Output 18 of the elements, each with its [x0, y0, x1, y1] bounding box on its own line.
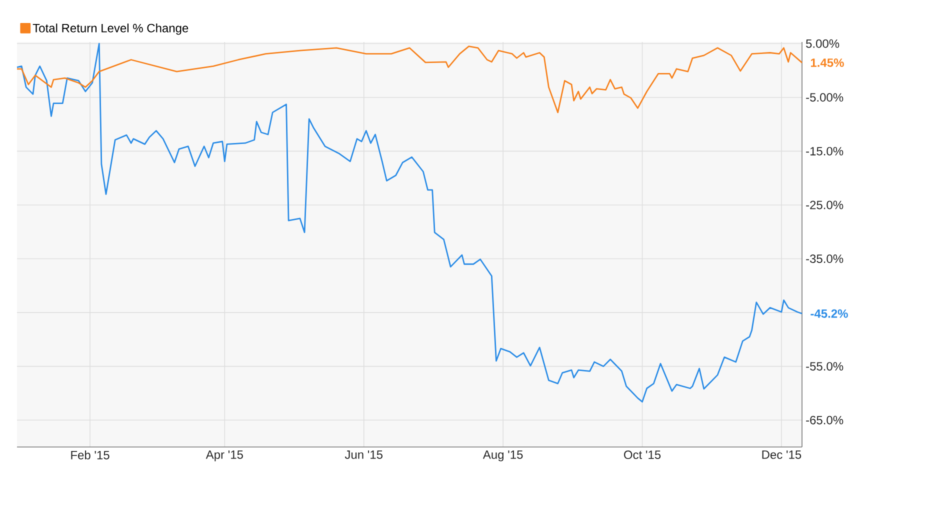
legend-label: Total Return Level % Change — [32, 24, 188, 35]
x-tick-label: Feb '15 — [71, 450, 110, 460]
y-tick-label: -55.0% — [806, 362, 844, 371]
x-tick-label: Apr '15 — [206, 450, 243, 462]
annotation: -45.2% — [810, 309, 848, 318]
y-tick-label: -35.0% — [806, 254, 844, 263]
x-tick-label: Oct '15 — [624, 450, 661, 460]
x-tick-label: Jun '15 — [344, 450, 382, 459]
y-tick-label: -5.00% — [806, 93, 844, 102]
y-tick-label: 5.00% — [806, 39, 840, 48]
line-series — [16, 42, 803, 403]
annotation: 1.45% — [810, 58, 844, 67]
x-tick-label: Aug '15 — [482, 450, 523, 462]
y-tick-label: -65.0% — [806, 416, 844, 424]
y-tick-label: -25.0% — [806, 200, 844, 210]
x-tick-label: Dec '15 — [762, 450, 802, 459]
line-series — [16, 46, 803, 114]
y-tick-label: -15.0% — [806, 146, 844, 156]
